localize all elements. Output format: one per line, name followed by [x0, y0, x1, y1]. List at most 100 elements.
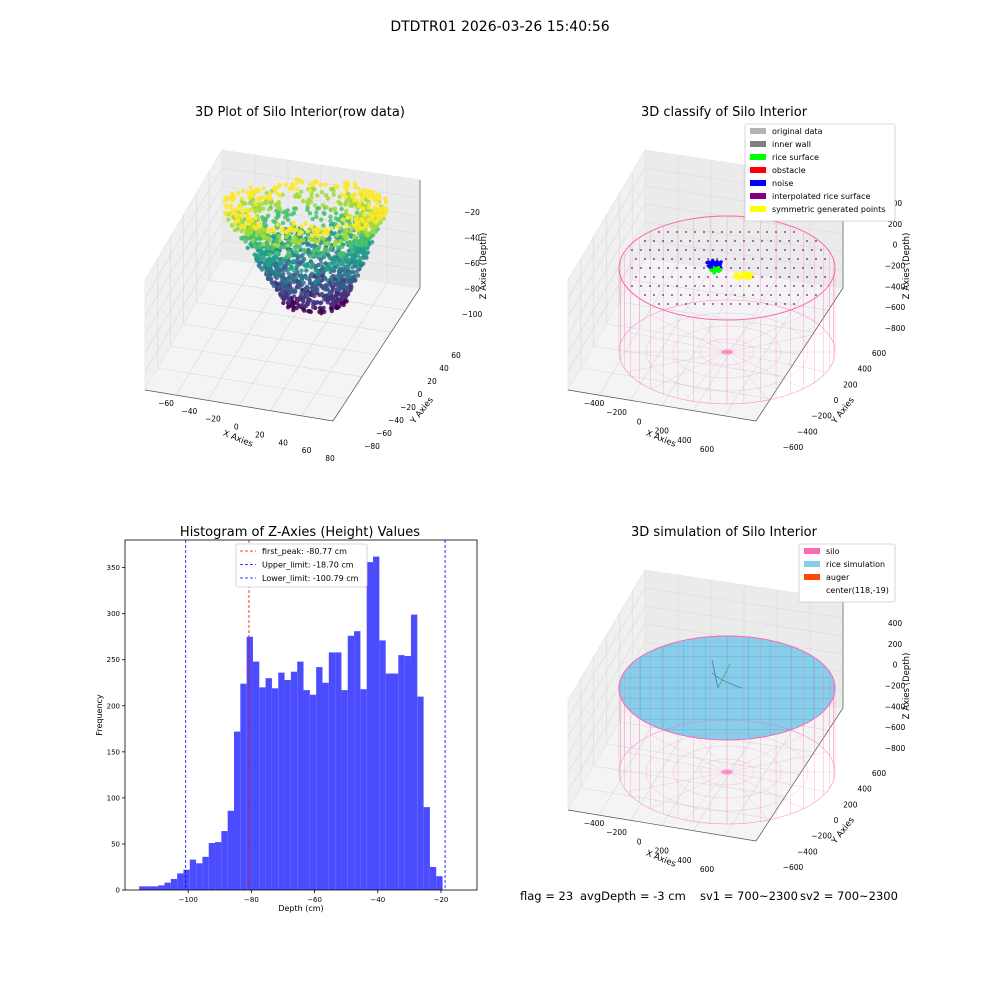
- raw-data-point: [340, 281, 345, 287]
- raw-data-point: [345, 215, 350, 220]
- raw-data-point: [280, 220, 286, 226]
- histogram-bar: [196, 863, 203, 890]
- raw-data-point: [247, 221, 252, 226]
- raw-data-point: [344, 236, 349, 241]
- raw-data-point: [294, 244, 299, 250]
- histogram-legend-label: Upper_limit: -18.70 cm: [262, 561, 354, 570]
- classify-legend-label: inner wall: [772, 140, 811, 149]
- interpolated-surface-point: [775, 285, 777, 287]
- raw-data-point: [310, 233, 315, 238]
- interpolated-surface-point: [743, 294, 745, 296]
- raw-data-point: [293, 249, 298, 254]
- raw-data-point: [329, 308, 334, 314]
- raw-data-point: [313, 239, 318, 244]
- histogram-y-tick-label: 50: [111, 840, 120, 848]
- interpolated-surface-point: [824, 276, 826, 278]
- raw-data-point: [340, 217, 345, 222]
- raw-data-point: [241, 235, 246, 240]
- classify-legend-swatch: [750, 167, 766, 173]
- raw-data-point: [260, 201, 265, 206]
- raw-data-point: [280, 259, 286, 265]
- raw-data-point: [291, 210, 297, 216]
- histogram-y-tick-label: 150: [107, 748, 120, 756]
- simulation-legend-swatch: [804, 574, 820, 580]
- raw-data-point: [290, 287, 295, 292]
- raw-data-point: [297, 178, 302, 183]
- raw-data-point: [319, 260, 324, 266]
- histogram-x-tick-label: −80: [244, 896, 259, 904]
- silo-floor-spoke: [685, 303, 728, 353]
- raw-data-point: [323, 230, 328, 236]
- raw-data-point: [313, 246, 319, 252]
- histogram-y-ticks: 0 50 100 150 200 250 300 350: [107, 564, 125, 895]
- histogram-bar: [202, 856, 209, 890]
- raw-data-y-tick: −40: [388, 416, 404, 425]
- raw-data-point: [373, 226, 378, 231]
- histogram-bar: [347, 635, 355, 890]
- raw-data-point: [321, 236, 327, 241]
- interpolated-surface-point: [802, 267, 804, 269]
- silo-floor-spoke: [726, 315, 804, 353]
- simulation-x-tick: 200: [655, 847, 670, 856]
- histogram-bar: [436, 876, 443, 890]
- interpolated-surface-point: [748, 285, 750, 287]
- raw-data-point: [224, 205, 229, 210]
- interpolated-surface-point: [712, 285, 714, 287]
- interpolated-surface-point: [640, 249, 642, 251]
- raw-data-point: [361, 218, 366, 223]
- raw-data-point: [319, 217, 324, 222]
- wall-grid-line: [567, 587, 646, 719]
- interpolated-surface-point: [775, 267, 777, 269]
- sv2-text: sv2 = 700~2300: [800, 889, 898, 903]
- symmetric-generated-point: [742, 271, 746, 275]
- interpolated-surface-point: [757, 267, 759, 269]
- raw-data-point: [345, 183, 350, 188]
- raw-data-point: [328, 214, 333, 219]
- raw-data-point: [259, 232, 264, 238]
- interpolated-surface-point: [770, 258, 772, 260]
- raw-data-point: [286, 298, 292, 303]
- histogram-x-axis-label: Depth (cm): [278, 904, 323, 913]
- raw-data-point: [261, 186, 266, 191]
- histogram-bar: [164, 882, 171, 890]
- interpolated-surface-point: [698, 240, 700, 242]
- interpolated-surface-point: [658, 267, 660, 269]
- silo-floor-spoke: [650, 735, 728, 773]
- raw-data-point: [226, 217, 231, 222]
- simulation-silo-wireframe: [618, 635, 836, 825]
- simulation-x-tick: −200: [606, 828, 627, 837]
- raw-data-point: [278, 293, 284, 298]
- raw-data-plot-title: 3D Plot of Silo Interior(row data): [195, 105, 405, 120]
- raw-data-point: [328, 245, 334, 250]
- histogram-bar: [328, 652, 336, 890]
- silo-floor-center: [721, 349, 733, 355]
- histogram-bar: [290, 671, 298, 890]
- raw-data-point: [321, 305, 326, 310]
- interpolated-surface-point: [653, 240, 655, 242]
- raw-data-point: [257, 221, 263, 227]
- raw-data-point: [318, 183, 323, 188]
- raw-data-point: [241, 225, 247, 230]
- raw-data-point: [272, 271, 277, 276]
- interpolated-surface-point: [644, 258, 646, 260]
- symmetric-generated-point: [747, 277, 751, 281]
- interpolated-surface-point: [685, 249, 687, 251]
- histogram-bar: [240, 683, 247, 890]
- interpolated-surface-point: [730, 285, 732, 287]
- raw-data-point: [224, 195, 229, 200]
- interpolated-surface-point: [725, 258, 727, 260]
- raw-data-point: [312, 203, 318, 208]
- simulation-3d-plot: 3D simulation of Silo Interior −400−2000…: [567, 525, 912, 874]
- silo-floor-spoke: [685, 351, 728, 401]
- raw-data-point: [237, 203, 242, 209]
- simulation-legend-frame: [798, 543, 896, 603]
- raw-data-point: [286, 239, 292, 244]
- classify-legend-label: symmetric generated points: [772, 205, 885, 214]
- symmetric-generated-point: [739, 276, 743, 280]
- raw-data-point: [279, 229, 284, 234]
- raw-data-point: [343, 227, 349, 232]
- raw-data-point: [274, 215, 279, 221]
- raw-data-point: [337, 272, 342, 278]
- interpolated-surface-point: [797, 294, 799, 296]
- raw-data-point: [292, 206, 297, 211]
